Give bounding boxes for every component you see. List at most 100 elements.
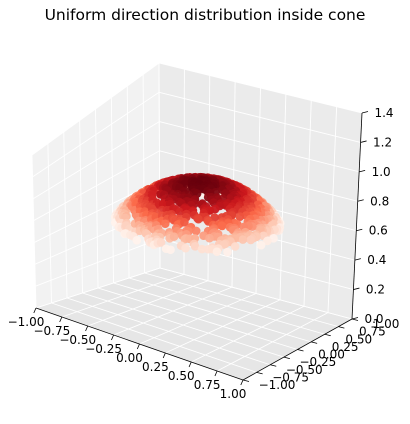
x-tick-label: 1.00 — [220, 387, 247, 401]
x-tick — [188, 361, 192, 368]
x-tick — [214, 370, 218, 377]
grid-line — [128, 277, 325, 335]
x-tick-label: 0.50 — [168, 369, 195, 383]
grid-line — [159, 267, 353, 320]
z-tick — [356, 228, 363, 232]
data-point — [238, 235, 248, 244]
y-tick — [256, 371, 263, 375]
data-point — [166, 245, 175, 255]
x-tick — [111, 334, 114, 341]
y-tick-label: −0.75 — [272, 370, 309, 384]
data-point — [263, 236, 272, 246]
z-tick — [351, 317, 359, 320]
y-tick — [242, 379, 250, 382]
x-tick — [162, 352, 166, 359]
y-tick-label: −0.25 — [299, 355, 336, 369]
data-point — [217, 221, 227, 231]
grid-line — [158, 62, 363, 114]
y-tick — [338, 326, 345, 329]
data-point — [190, 242, 200, 251]
data-point — [181, 243, 190, 253]
y-tick — [297, 349, 304, 352]
data-point — [230, 242, 240, 251]
y-tick-label: −0.50 — [286, 363, 323, 377]
grid-line — [126, 85, 130, 279]
z-tick-label: 1.4 — [374, 106, 393, 120]
data-point — [132, 236, 142, 245]
x-tick-label: −0.75 — [33, 324, 70, 338]
data-point — [160, 219, 170, 229]
grid-line — [255, 87, 261, 294]
grid-line — [327, 106, 338, 313]
grid-line — [32, 121, 160, 200]
data-point — [212, 247, 222, 256]
grid-line — [35, 267, 161, 309]
grid-line — [95, 108, 99, 289]
grid-line — [51, 302, 257, 373]
x-tick-label: 0.25 — [142, 360, 169, 374]
tick-labels: −1.00−0.75−0.50−0.250.000.250.500.751.00… — [8, 106, 400, 401]
grid-line — [159, 150, 358, 202]
data-point — [205, 233, 214, 243]
z-tick-label: 0.6 — [369, 224, 388, 238]
grid-line — [159, 121, 360, 173]
grid-line — [47, 143, 52, 304]
grid-line — [279, 94, 287, 300]
z-tick-label: 1.0 — [372, 165, 391, 179]
z-axis-line — [351, 112, 363, 320]
grid-line — [31, 62, 160, 156]
z-tick — [354, 258, 361, 261]
grid-line — [110, 97, 114, 284]
data-point — [197, 244, 207, 254]
y-tick — [283, 356, 290, 360]
grid-line — [66, 297, 271, 366]
z-tick-label: 0.0 — [364, 312, 383, 326]
z-tick-label: 0.4 — [367, 253, 386, 267]
grid-line — [142, 74, 145, 274]
x-tick-label: −0.50 — [59, 333, 96, 347]
data-point — [235, 212, 245, 221]
z-tick — [353, 287, 360, 290]
grid-line — [79, 120, 83, 294]
y-tick — [324, 333, 331, 337]
grid-line — [144, 272, 339, 328]
grid-line — [35, 238, 161, 287]
y-tick-label: 0.00 — [318, 348, 345, 362]
x-tick-label: 0.75 — [194, 378, 221, 392]
grid-line — [31, 154, 37, 309]
grid-line — [63, 131, 68, 299]
grid-line — [303, 100, 312, 307]
x-tick-label: −1.00 — [8, 315, 45, 329]
data-point — [175, 207, 185, 217]
x-tick — [240, 379, 244, 386]
y-tick-label: 0.75 — [359, 325, 386, 339]
data-point — [210, 213, 219, 222]
grid-line — [97, 287, 298, 350]
data-point — [223, 247, 232, 257]
y-tick — [270, 364, 277, 367]
grid-line — [113, 282, 312, 343]
data-point — [256, 240, 266, 250]
data-point — [191, 226, 201, 236]
grid-line — [82, 292, 285, 358]
data-point — [180, 218, 189, 227]
z-tick — [361, 111, 369, 114]
z-tick-label: 0.8 — [370, 194, 389, 208]
x-tick-label: −0.25 — [85, 342, 122, 356]
z-tick-label: 0.2 — [366, 283, 385, 297]
x-tick — [59, 316, 63, 323]
y-tick-label: −1.00 — [259, 378, 296, 392]
tick-marks — [33, 111, 369, 386]
data-point — [156, 238, 166, 247]
y-tick — [311, 341, 318, 344]
y-tick-label: 1.00 — [373, 317, 400, 331]
x-tick — [136, 343, 140, 350]
x-tick-label: 0.00 — [116, 351, 143, 365]
data-point — [169, 232, 179, 241]
chart-title: Uniform direction distribution inside co… — [44, 6, 366, 24]
z-tick — [357, 199, 364, 202]
y-tick-label: 0.25 — [332, 340, 359, 354]
grid-line — [32, 91, 160, 178]
data-point — [194, 214, 203, 224]
